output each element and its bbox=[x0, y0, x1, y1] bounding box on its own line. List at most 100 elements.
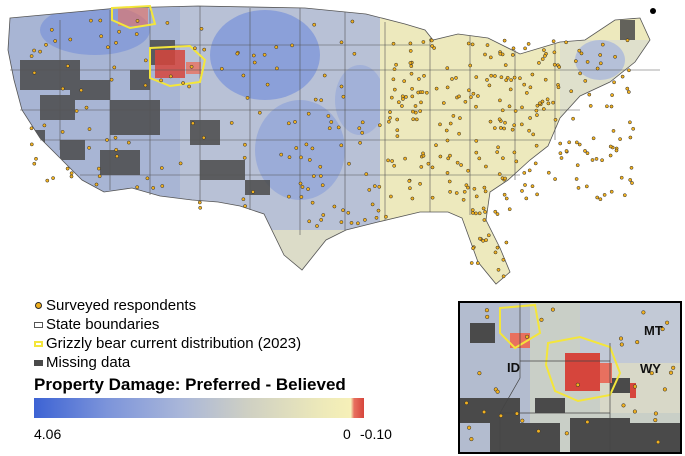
respondent-dot bbox=[312, 22, 317, 27]
respondent-dot bbox=[543, 54, 547, 58]
colorbar-max-label: -0.10 bbox=[360, 426, 392, 442]
respondent-dot bbox=[429, 38, 434, 43]
respondent-dot bbox=[625, 38, 630, 43]
inset-respondent-dot bbox=[484, 308, 489, 313]
respondent-dot bbox=[468, 63, 473, 68]
respondent-dot bbox=[396, 100, 401, 105]
grizzly-range-swatch-icon bbox=[34, 340, 43, 347]
inset-respondent-dot bbox=[632, 384, 638, 389]
respondent-dot bbox=[404, 95, 408, 99]
respondent-dot bbox=[410, 86, 414, 91]
respondent-dot bbox=[564, 149, 569, 153]
respondent-dot bbox=[199, 26, 204, 31]
respondent-dot bbox=[117, 29, 121, 34]
respondent-dot bbox=[87, 127, 92, 131]
respondent-dot bbox=[307, 158, 312, 162]
respondent-dot bbox=[556, 85, 561, 90]
respondent-dot bbox=[202, 47, 207, 52]
respondent-dot bbox=[143, 83, 148, 88]
respondent-dot bbox=[391, 77, 396, 82]
respondent-dot bbox=[51, 176, 55, 180]
respondent-dot bbox=[485, 43, 490, 47]
respondent-dot bbox=[519, 122, 524, 127]
inset-respondent-dot bbox=[660, 327, 665, 332]
respondent-dot bbox=[29, 54, 34, 58]
respondent-dot bbox=[251, 53, 256, 58]
respondent-dot bbox=[444, 128, 449, 133]
respondent-dot bbox=[97, 166, 101, 171]
respondent-dot bbox=[483, 52, 487, 57]
respondent-dot bbox=[574, 177, 579, 181]
respondent-dot bbox=[595, 66, 600, 71]
respondent-dot bbox=[201, 135, 206, 140]
respondent-dot bbox=[462, 189, 467, 194]
respondent-dot bbox=[65, 166, 70, 171]
inset-respondent-dot bbox=[635, 340, 640, 345]
respondent-dot bbox=[577, 142, 582, 147]
respondent-dot bbox=[388, 116, 392, 120]
respondent-dot bbox=[377, 184, 382, 189]
respondent-dot bbox=[219, 66, 224, 71]
respondent-dot bbox=[511, 46, 516, 51]
inset-respondent-dot bbox=[649, 371, 654, 376]
respondent-dot bbox=[520, 189, 524, 193]
respondent-dot bbox=[358, 140, 362, 145]
respondent-dot bbox=[445, 85, 450, 90]
respondent-dot bbox=[329, 120, 334, 124]
respondent-dot bbox=[336, 125, 341, 130]
respondent-dot bbox=[113, 135, 118, 140]
respondent-dot bbox=[535, 113, 539, 117]
respondent-dot bbox=[293, 120, 297, 124]
respondent-dot bbox=[265, 82, 270, 87]
respondent-dot bbox=[160, 184, 165, 188]
respondent-dot bbox=[151, 186, 156, 190]
us-outline bbox=[7, 5, 651, 285]
respondent-dot bbox=[474, 211, 478, 216]
respondent-dot bbox=[418, 109, 423, 113]
respondent-dot bbox=[357, 126, 362, 131]
respondent-dot bbox=[79, 88, 84, 93]
respondent-dot bbox=[564, 40, 568, 45]
respondent-dot bbox=[327, 126, 332, 131]
respondent-dot bbox=[191, 121, 195, 126]
respondent-dot bbox=[542, 48, 546, 52]
respondent-dot bbox=[455, 160, 460, 165]
respondent-dot bbox=[454, 76, 458, 80]
respondent-dot bbox=[391, 41, 396, 46]
respondent-dot bbox=[602, 193, 607, 197]
state-boundary-swatch-icon bbox=[34, 321, 43, 328]
respondent-dot bbox=[411, 109, 415, 114]
respondent-dot bbox=[426, 161, 431, 166]
respondent-dot bbox=[502, 126, 506, 131]
respondent-dot bbox=[424, 90, 429, 95]
respondent-dot bbox=[32, 48, 36, 53]
respondent-dot bbox=[339, 84, 344, 89]
respondent-dot bbox=[559, 156, 564, 160]
respondent-dot bbox=[321, 213, 326, 217]
respondent-dot bbox=[488, 55, 493, 60]
respondent-dot bbox=[410, 196, 415, 201]
respondent-dot bbox=[298, 181, 303, 186]
legend-item-missing-data: Missing data bbox=[34, 353, 394, 372]
respondent-dot bbox=[193, 46, 197, 51]
respondent-dot bbox=[585, 60, 590, 64]
respondent-dot bbox=[608, 144, 613, 149]
respondent-dot bbox=[392, 163, 397, 168]
respondent-dot bbox=[552, 50, 557, 55]
respondent-dot bbox=[540, 57, 545, 61]
respondent-dot bbox=[422, 73, 426, 78]
respondent-dot bbox=[448, 153, 452, 158]
respondent-dot bbox=[410, 94, 415, 99]
respondent-dot bbox=[508, 87, 513, 92]
respondent-dot bbox=[488, 119, 493, 124]
legend-label: Grizzly bear current distribution (2023) bbox=[46, 335, 302, 352]
respondent-dot bbox=[418, 181, 422, 186]
respondent-dot bbox=[496, 267, 501, 272]
respondent-dot bbox=[504, 196, 509, 201]
respondent-dot bbox=[60, 86, 65, 91]
respondent-dot bbox=[484, 164, 488, 169]
respondent-dot bbox=[574, 140, 579, 145]
inset-label-id: ID bbox=[507, 360, 520, 375]
respondent-dot bbox=[457, 94, 461, 99]
respondent-dot bbox=[492, 126, 497, 130]
